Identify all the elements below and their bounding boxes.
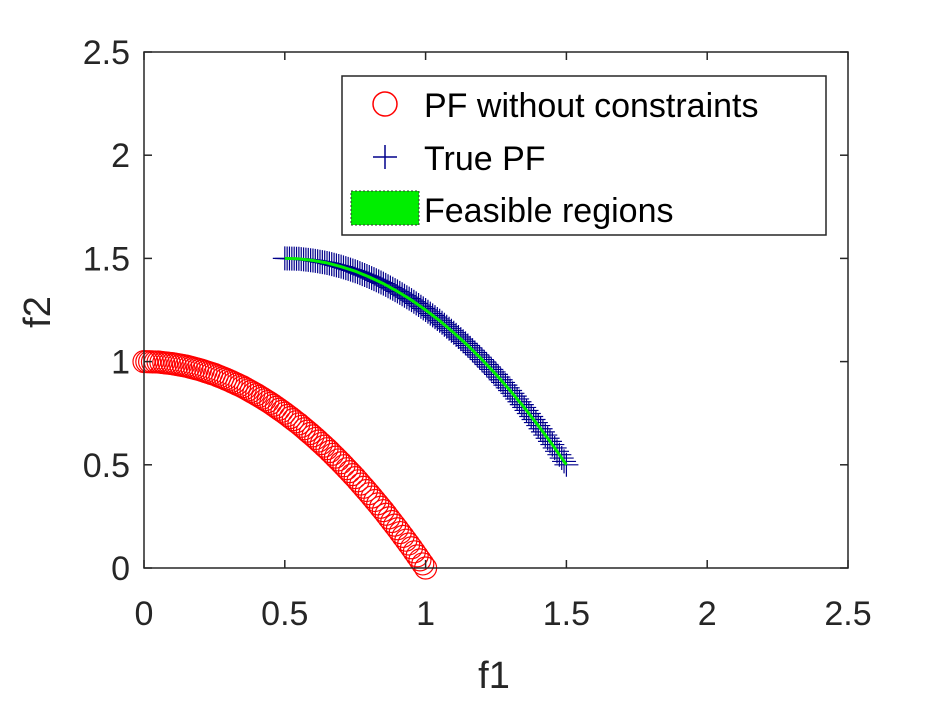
data-point-circle <box>397 532 421 556</box>
y-tick-label: 2 <box>111 137 130 175</box>
legend-item-feasible-regions: Feasible regions <box>350 190 673 230</box>
y-tick-label: 0.5 <box>83 447 130 485</box>
y-tick-label: 2.5 <box>83 34 130 72</box>
y-tick-label: 0 <box>111 550 130 588</box>
data-point-circle <box>245 383 269 407</box>
legend-marker-circle <box>372 91 398 117</box>
data-point-circle <box>242 381 266 405</box>
x-axis-label: f1 <box>478 655 510 697</box>
legend: PF without constraints True PF Feasible … <box>341 75 827 236</box>
data-point-circle <box>256 389 280 414</box>
data-point-circle <box>399 536 424 560</box>
series-layer <box>132 246 579 580</box>
series-pf-without-constraints <box>132 350 438 580</box>
x-tick-label: 1.5 <box>543 595 590 633</box>
x-tick-label: 0 <box>135 595 154 633</box>
data-point-circle <box>411 552 435 576</box>
legend-label-pf-without-constraints: PF without constraints <box>424 87 758 125</box>
x-tick-label: 2 <box>698 595 717 633</box>
legend-swatch-feasible <box>350 190 420 226</box>
axes-box <box>143 51 849 569</box>
data-point-circle <box>385 517 410 541</box>
y-tick-label: 1.5 <box>83 240 130 278</box>
data-point-circle <box>394 528 418 552</box>
legend-item-true-pf: True PF <box>373 140 546 178</box>
legend-marker-plus <box>373 145 397 169</box>
data-point-circle <box>391 524 415 548</box>
data-point-circle <box>247 384 272 408</box>
x-tick-label: 2.5 <box>824 595 871 633</box>
legend-label-true-pf: True PF <box>424 140 546 178</box>
legend-item-pf-without-constraints: PF without constraints <box>372 87 758 125</box>
y-axis-label: f2 <box>17 296 59 328</box>
data-point-circle <box>253 388 277 412</box>
data-point-circle <box>402 540 426 564</box>
feasible-region-band <box>284 256 568 466</box>
data-point-circle <box>250 386 274 410</box>
data-point-circle <box>408 548 432 572</box>
legend-box <box>341 75 827 236</box>
x-tick-label: 1 <box>416 595 435 633</box>
legend-label-feasible-regions: Feasible regions <box>424 192 673 230</box>
data-point-circle <box>388 520 412 545</box>
data-point-circle <box>259 391 283 415</box>
axes-layer: 0 0.5 1 1.5 2 2.5 0 0.5 1 1.5 2 2.5 <box>83 34 872 633</box>
data-point-circle <box>405 544 429 568</box>
y-tick-label: 1 <box>111 344 130 382</box>
x-tick-label: 0.5 <box>261 595 308 633</box>
